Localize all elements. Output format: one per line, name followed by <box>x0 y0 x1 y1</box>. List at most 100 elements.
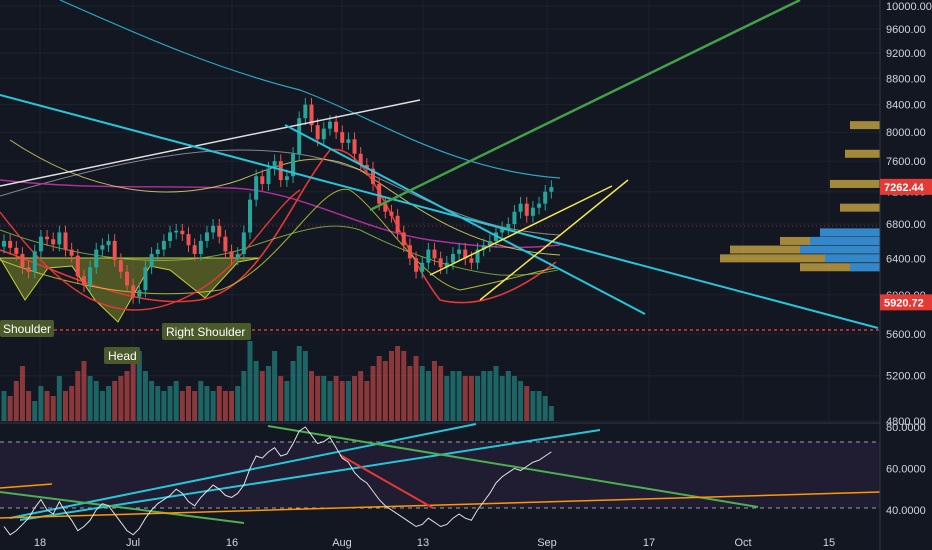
moving-averages <box>0 0 561 311</box>
price-tick-label: 5200.00 <box>886 371 926 383</box>
volume-bar <box>155 386 161 421</box>
rsi-tick-label: 60.0000 <box>886 463 926 475</box>
candle-body <box>186 234 191 246</box>
candle-body <box>20 253 25 268</box>
volume-bar <box>63 391 68 421</box>
candle-body <box>543 191 548 204</box>
volume-bar <box>382 361 388 421</box>
volume-bar <box>87 376 93 421</box>
volume-bar <box>216 386 222 421</box>
volume-bar <box>265 366 271 421</box>
volume-profile-bar <box>845 149 880 158</box>
volume-bar <box>370 366 376 421</box>
volume-bar <box>7 396 13 421</box>
candle-body <box>518 203 523 212</box>
volume-bar <box>315 376 321 421</box>
candle-body <box>241 232 246 254</box>
candle-body <box>389 211 394 216</box>
candle-body <box>266 168 271 184</box>
candle-body <box>2 240 6 247</box>
volume-bar <box>161 391 167 421</box>
volume-bar <box>321 376 327 421</box>
volume-bar <box>106 386 112 421</box>
candle-body <box>168 232 173 241</box>
volume-bar <box>530 391 536 421</box>
volume-bar <box>376 356 382 421</box>
candle-body <box>457 249 462 254</box>
volume-bar <box>352 376 358 421</box>
candle-body <box>512 211 517 225</box>
volume-bar <box>81 361 87 421</box>
candle-body <box>401 232 406 246</box>
svg-text:7262.44: 7262.44 <box>884 182 925 194</box>
volume-bar <box>444 376 450 421</box>
candle-body <box>334 121 339 133</box>
volume-bar <box>290 361 296 421</box>
volume-bar <box>167 386 173 421</box>
volume-bar <box>186 386 191 421</box>
volume-bar <box>241 371 247 421</box>
candle-body <box>260 176 265 184</box>
volume-bar <box>124 371 130 421</box>
volume-bar <box>173 381 179 421</box>
volume-bar <box>222 391 228 421</box>
rsi-axis-ticks: 80.0000 60.0000 40.0000 <box>886 422 926 517</box>
candle-body <box>364 164 369 169</box>
volume-bar <box>253 361 259 421</box>
candle-body <box>63 232 68 250</box>
rsi-band <box>0 442 880 508</box>
volume-bar <box>481 371 487 421</box>
volume-bar <box>450 371 456 421</box>
volume-bar <box>536 391 542 421</box>
volume-profile-bar <box>850 121 880 130</box>
candle-body <box>131 285 136 297</box>
candle-body <box>198 240 203 254</box>
annotation-head: Head <box>104 347 140 364</box>
time-tick-label: 13 <box>417 537 429 549</box>
annotation-shoulder: Shoulder <box>0 320 54 337</box>
volume-profile-bar <box>820 228 880 237</box>
volume-bar <box>32 401 38 421</box>
volume-bar <box>272 351 278 421</box>
candle-body <box>38 236 43 252</box>
svg-text:Head: Head <box>108 349 137 363</box>
price-tick-label: 5600.00 <box>886 329 926 341</box>
price-tick-label: 9600.00 <box>886 24 926 36</box>
price-tick-label: 6400.00 <box>886 253 926 265</box>
volume-bar <box>419 366 425 421</box>
candle-body <box>94 249 99 268</box>
time-tick-label: Oct <box>734 537 751 549</box>
volume-bar <box>518 381 524 421</box>
volume-profile-bar <box>800 245 880 254</box>
candle-body <box>272 161 277 169</box>
price-tick-label: 8400.00 <box>886 100 926 112</box>
volume-bar <box>505 371 511 421</box>
volume-bar <box>475 376 481 421</box>
candle-body <box>284 176 289 181</box>
candle-body <box>315 125 320 140</box>
price-axis <box>880 0 932 550</box>
candle-body <box>537 203 542 208</box>
candle-body <box>549 187 554 192</box>
candle-body <box>340 132 345 143</box>
volume-profile-bar <box>800 263 880 272</box>
volume-bar <box>112 381 118 421</box>
price-tag: 7262.44 <box>880 178 932 195</box>
volume-bar <box>118 376 124 421</box>
time-tick-label: 16 <box>226 537 238 549</box>
price-tick-label: 4800.00 <box>886 416 926 428</box>
price-tick-label: 8000.00 <box>886 127 926 139</box>
candle-body <box>69 249 74 256</box>
candle-body <box>395 215 400 233</box>
rsi-line <box>3 426 552 536</box>
candle-body <box>444 262 449 268</box>
candle-body <box>352 139 357 154</box>
volume-bar <box>235 386 241 421</box>
candle-body <box>204 232 209 241</box>
volume-bar <box>327 381 333 421</box>
candle-body <box>450 253 455 263</box>
volume-bar <box>407 366 413 421</box>
volume-bar <box>493 366 499 421</box>
candle-body <box>463 249 468 259</box>
candle-body <box>223 236 228 252</box>
